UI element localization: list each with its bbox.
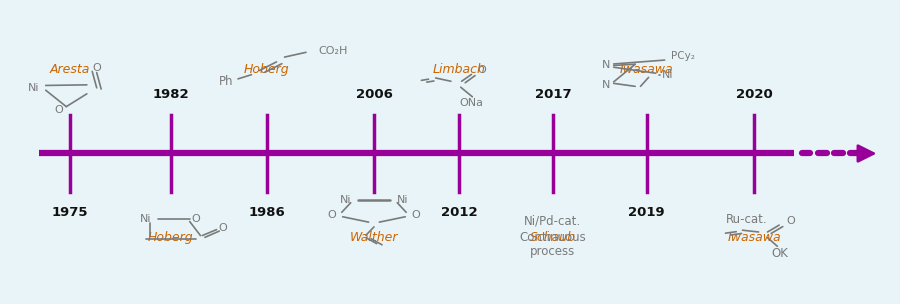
Text: CO₂H: CO₂H	[319, 46, 348, 56]
Text: Ni/Pd-cat.: Ni/Pd-cat.	[525, 214, 581, 227]
Text: 2017: 2017	[535, 88, 572, 101]
Text: Ni: Ni	[28, 83, 40, 93]
Text: ONa: ONa	[460, 98, 483, 108]
Text: O: O	[93, 64, 101, 74]
Text: PCy₂: PCy₂	[670, 51, 695, 61]
Text: Walther: Walther	[350, 231, 398, 244]
Text: N: N	[602, 80, 611, 90]
Text: 2006: 2006	[356, 88, 392, 101]
Text: O: O	[219, 223, 227, 233]
Text: 2012: 2012	[441, 206, 477, 219]
Text: O: O	[192, 214, 201, 224]
Text: Ph: Ph	[219, 75, 234, 88]
Text: Schaub: Schaub	[530, 231, 576, 244]
Text: process: process	[530, 245, 575, 258]
Text: Ni: Ni	[397, 195, 409, 205]
Text: Aresta: Aresta	[50, 63, 90, 76]
Text: Continuous: Continuous	[519, 230, 586, 244]
Text: Iwasawa: Iwasawa	[727, 231, 781, 244]
Text: Hoberg: Hoberg	[148, 231, 194, 244]
Text: O: O	[477, 65, 486, 74]
Text: O: O	[787, 216, 796, 226]
Text: O: O	[328, 210, 337, 220]
Text: O: O	[411, 210, 420, 220]
Text: 1982: 1982	[153, 88, 189, 101]
Text: N: N	[602, 60, 611, 71]
Text: 2020: 2020	[735, 88, 772, 101]
Text: Ru-cat.: Ru-cat.	[726, 213, 768, 226]
Text: Hoberg: Hoberg	[244, 63, 290, 76]
Text: Ni: Ni	[140, 214, 151, 224]
Text: Iwasawa: Iwasawa	[620, 63, 673, 76]
Text: Limbach: Limbach	[433, 63, 485, 76]
Text: 2019: 2019	[628, 206, 665, 219]
Text: Ni: Ni	[339, 195, 351, 205]
Text: O: O	[55, 105, 64, 115]
Text: OK: OK	[771, 247, 788, 260]
Text: Ni: Ni	[662, 70, 673, 80]
Text: 1986: 1986	[248, 206, 285, 219]
Text: 1975: 1975	[51, 206, 88, 219]
